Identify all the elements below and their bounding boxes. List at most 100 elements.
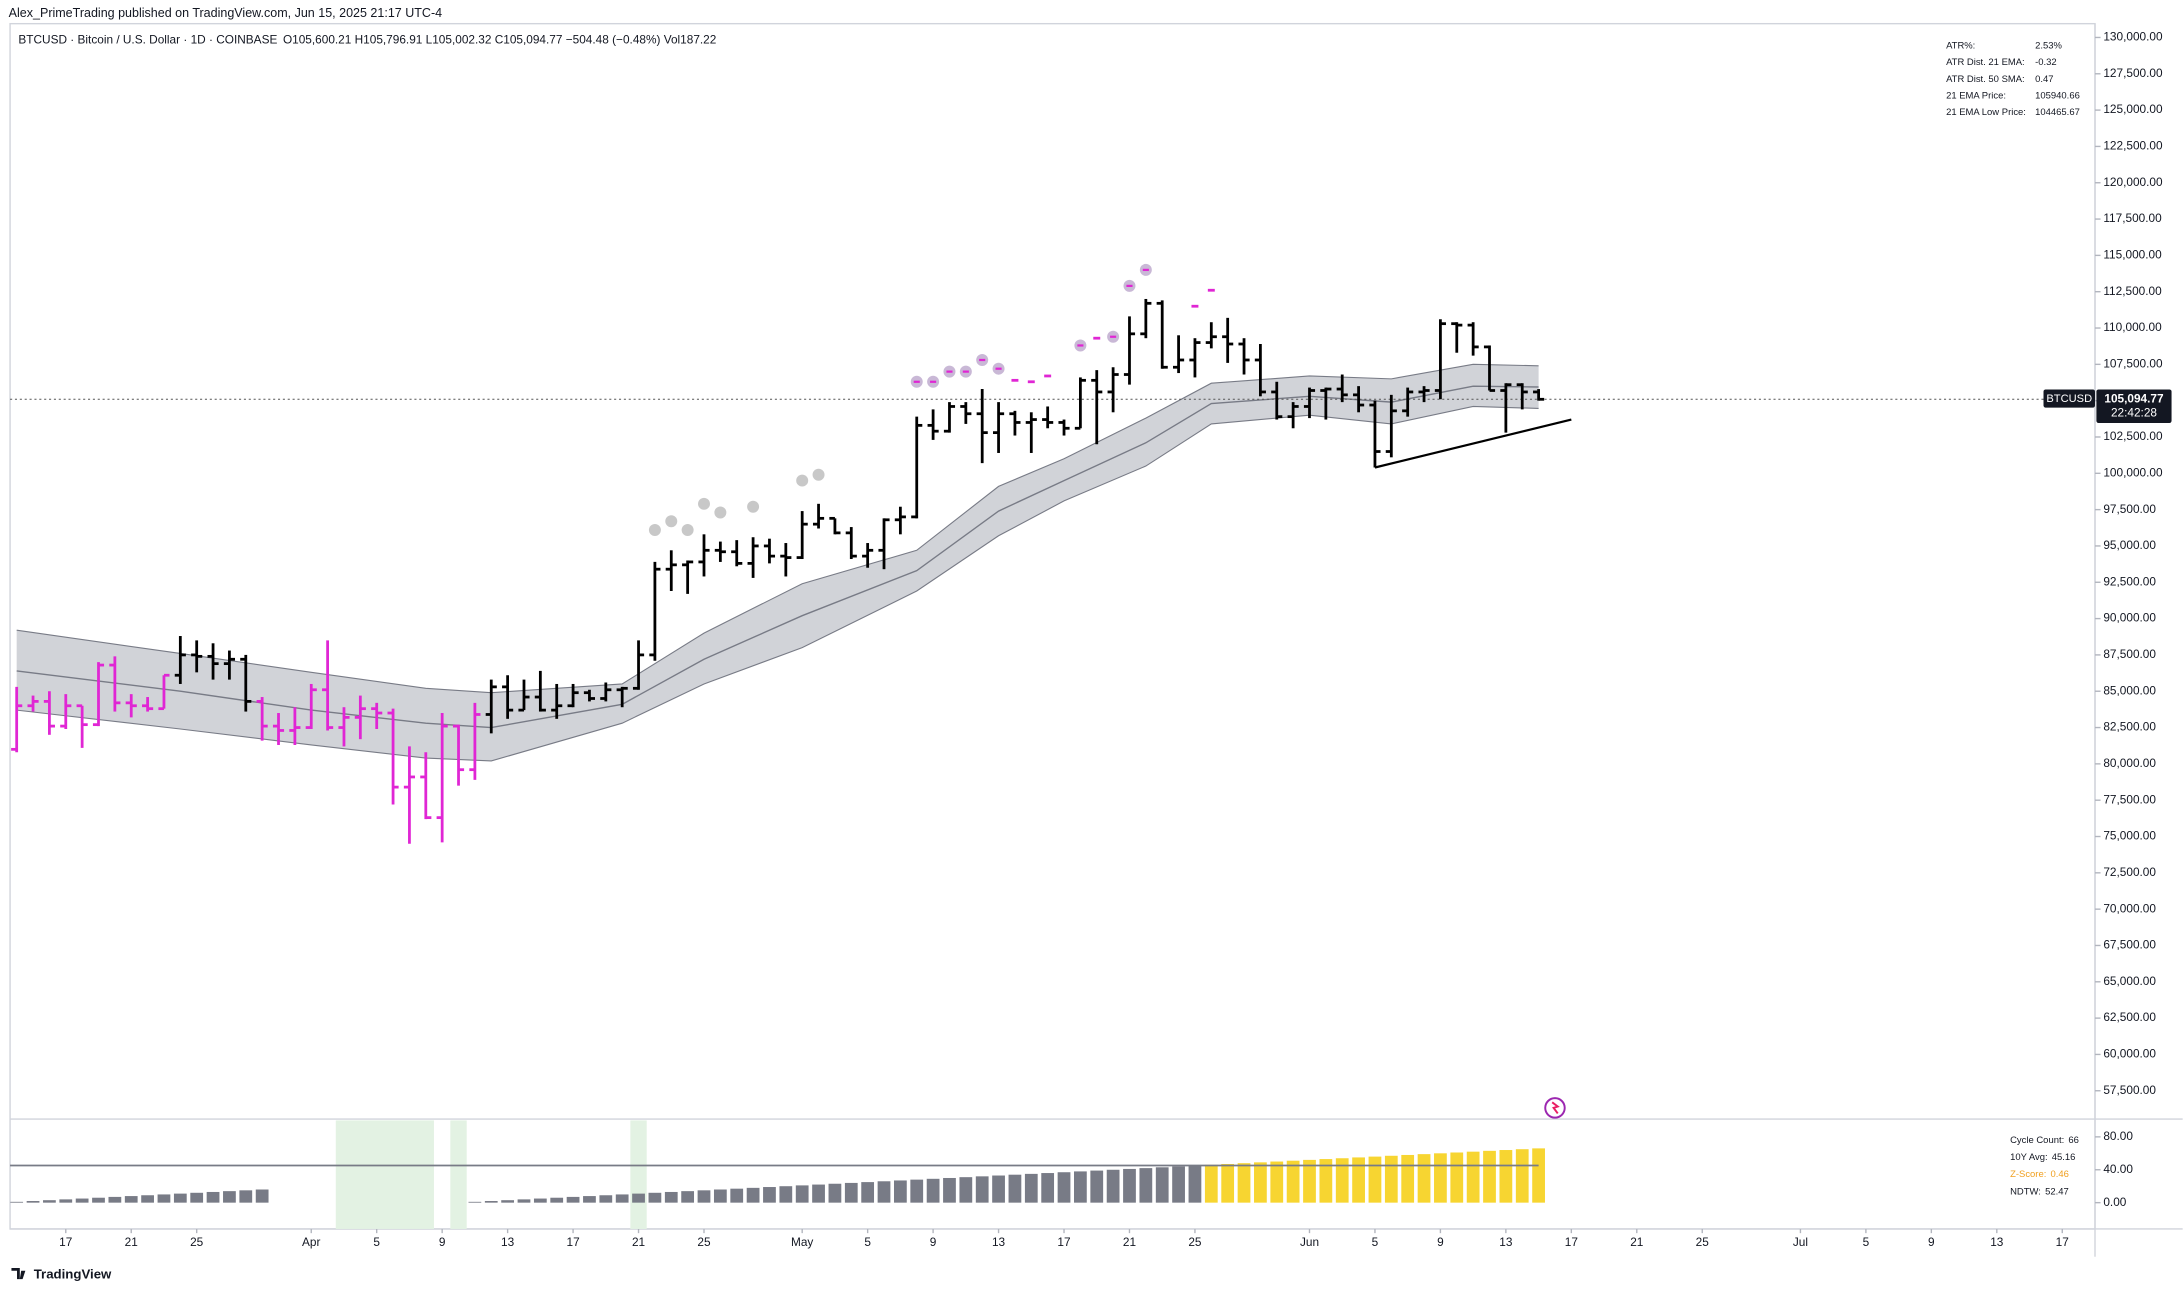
stats-label: ATR Dist. 21 EMA: [1946, 57, 2025, 68]
signal-dot [747, 500, 760, 513]
price-tag-box [2096, 389, 2172, 423]
stats-value: 0.47 [2035, 74, 2053, 85]
cycle-bar [599, 1195, 613, 1203]
ohlc-bar [1402, 387, 1414, 417]
ema-band-mid [16, 385, 1539, 729]
ohlc-bar [796, 511, 808, 560]
cycle-bar [1352, 1157, 1365, 1203]
ohlc-bar [1140, 298, 1152, 339]
cycle-bar [1090, 1170, 1104, 1203]
trendline [1374, 418, 1572, 469]
ohlc-bar [927, 409, 939, 440]
ohlc-bar [862, 543, 874, 568]
cycle-bar [812, 1184, 825, 1203]
cycle-bar [223, 1191, 236, 1203]
alert-icon[interactable] [1544, 1097, 1566, 1119]
y-tick-label: 92,500.00 [2103, 574, 2156, 588]
x-tick-label: 5 [864, 1235, 871, 1249]
cycle-bar [255, 1189, 269, 1203]
cycle-bar [1074, 1171, 1087, 1203]
cycle-bar [1417, 1154, 1431, 1203]
cycle-bar [1123, 1168, 1136, 1203]
ohlc-bar [1434, 319, 1446, 400]
cycle-bar [975, 1176, 989, 1203]
cycle-bar [1057, 1172, 1071, 1203]
y-tick-label: 80,000.00 [2103, 756, 2156, 770]
cycle-table-row: NDTW: 52.47 [2010, 1186, 2069, 1197]
ohlc-bar [600, 682, 612, 702]
cycle-bar [26, 1201, 40, 1203]
ohlc-bar [191, 640, 203, 673]
ohlc-bar [1058, 419, 1070, 436]
ohlc-bar [878, 518, 890, 570]
y-tick-label: 102,500.00 [2103, 429, 2163, 443]
ohlc-bar [1385, 394, 1397, 458]
y-tick-label: 122,500.00 [2103, 139, 2163, 153]
y-tick-label: 112,500.00 [2103, 284, 2162, 298]
cycle-bar [157, 1194, 171, 1203]
ohlc-bar [747, 537, 759, 578]
cycle-shade [335, 1120, 434, 1229]
cycle-bar [1270, 1161, 1284, 1203]
stats-label: 21 EMA Price: [1946, 91, 2006, 102]
ema-band-fill [16, 364, 1539, 761]
x-tick-label: 5 [373, 1235, 380, 1249]
ohlc-bar [76, 704, 88, 748]
symbol-name: BTCUSD · Bitcoin / U.S. Dollar · 1D · CO… [18, 32, 277, 46]
cycle-table-label: NDTW: [2010, 1186, 2041, 1197]
stats-label: ATR%: [1946, 40, 1975, 51]
cycle-bar [583, 1196, 596, 1203]
ohlc-bar [616, 686, 628, 708]
cycle-table-value: 52.47 [2045, 1186, 2069, 1197]
y-tick-label: 70,000.00 [2103, 901, 2156, 915]
ohlc-bar [1336, 374, 1348, 403]
ohlc-bar [27, 695, 39, 712]
cycle-bar [910, 1179, 924, 1203]
cycle-bar [763, 1187, 776, 1203]
publisher-line: Alex_PrimeTrading published on TradingVi… [9, 6, 442, 20]
cycle-bar [730, 1188, 744, 1203]
x-tick-label: 9 [439, 1235, 446, 1249]
signal-dot [648, 523, 661, 536]
stats-value: 105940.66 [2035, 91, 2080, 102]
cycle-bar [615, 1194, 629, 1203]
cycle-bar [1515, 1149, 1529, 1203]
y-tick-label: 82,500.00 [2103, 720, 2156, 734]
alert-icon-bolt[interactable] [1551, 1101, 1560, 1115]
cycle-bar [1106, 1169, 1120, 1203]
cycle-bar [1401, 1154, 1415, 1203]
stats-value: 2.53% [2035, 40, 2062, 51]
cycle-bar [1286, 1160, 1300, 1203]
x-tick-label: 21 [125, 1235, 138, 1249]
cycle-bar [1221, 1164, 1235, 1203]
x-tick-label: 5 [1863, 1235, 1870, 1249]
ohlc-bar [1320, 387, 1332, 420]
ohlc-bar [338, 707, 350, 747]
ohlc-bar [109, 656, 121, 712]
cycle-bar [124, 1196, 138, 1203]
y-tick-label: 60,000.00 [2103, 1047, 2156, 1061]
x-tick-label: 17 [566, 1235, 579, 1249]
ohlc-bar [1467, 322, 1479, 356]
cycle-bar [550, 1197, 564, 1203]
ohlc-bar [780, 543, 792, 577]
ohlc-bar [583, 689, 596, 702]
x-tick-label: 9 [1928, 1235, 1935, 1249]
ohlc-bar [142, 697, 154, 712]
x-tick-label: 25 [190, 1235, 204, 1249]
ohlc-bar [11, 686, 23, 753]
ohlc-bar [502, 675, 514, 719]
cycle-table-label: 10Y Avg: [2010, 1152, 2048, 1163]
cycle-bar [1188, 1165, 1202, 1203]
cycle-bar [1434, 1153, 1447, 1203]
ohlc-bar [992, 402, 1005, 453]
ohlc-bar [43, 691, 55, 735]
ohlc-bar [1271, 381, 1283, 420]
cycle-y-tick-label: 0.00 [2103, 1195, 2126, 1209]
cycle-bar [681, 1191, 695, 1203]
x-tick-label: May [791, 1235, 813, 1249]
x-tick-label: 17 [59, 1235, 72, 1249]
cycle-table-label: Cycle Count: [2010, 1134, 2064, 1145]
x-tick-label: 13 [1990, 1235, 2004, 1249]
price-tag-symbol: BTCUSD [2046, 393, 2092, 405]
